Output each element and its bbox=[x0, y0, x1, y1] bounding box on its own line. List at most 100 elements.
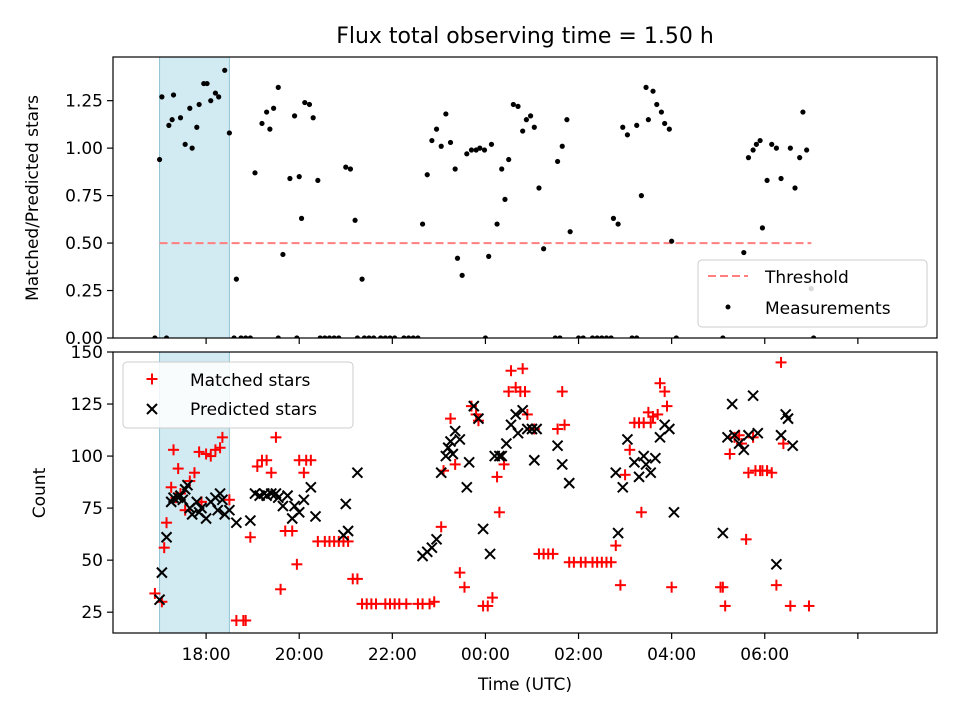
predicted-stars-point bbox=[728, 429, 741, 441]
measurement-point bbox=[401, 335, 407, 338]
measurement-point bbox=[564, 117, 570, 123]
predicted-stars-point-b bbox=[472, 412, 485, 425]
predicted-stars-point-b bbox=[521, 423, 534, 435]
bottom-legend-box bbox=[122, 361, 354, 429]
predicted-stars-point bbox=[526, 423, 538, 435]
measurement-point bbox=[317, 335, 323, 338]
predicted-stars-point-b bbox=[509, 408, 522, 421]
measurement-point bbox=[753, 141, 759, 147]
measurement-point bbox=[800, 109, 806, 115]
predicted-stars-point bbox=[181, 479, 194, 491]
predicted-stars-point bbox=[621, 433, 634, 446]
predicted-stars-point-b bbox=[638, 450, 650, 462]
measurement-point bbox=[187, 105, 193, 111]
measurement-point bbox=[554, 158, 561, 165]
predicted-stars-point bbox=[612, 527, 624, 539]
measurement-point bbox=[454, 255, 461, 261]
predicted-stars-point-b bbox=[440, 450, 452, 462]
bottom-x-tick-label: 02:00 bbox=[554, 645, 603, 665]
predicted-stars-point bbox=[230, 516, 243, 529]
predicted-stars-point-b bbox=[181, 479, 194, 491]
predicted-stars-point-b bbox=[654, 431, 666, 444]
matched-stars-point bbox=[193, 446, 205, 458]
measurement-point bbox=[552, 335, 558, 338]
matched-stars-point bbox=[458, 581, 470, 593]
matched-stars-point bbox=[244, 531, 256, 543]
predicted-stars-point bbox=[512, 427, 524, 439]
legend-threshold-label: Threshold bbox=[764, 268, 849, 288]
top-axes-frame bbox=[112, 56, 938, 339]
measurement-point bbox=[359, 276, 365, 282]
legend-x-marker-b bbox=[146, 403, 158, 415]
measurement-point bbox=[194, 124, 200, 130]
predicted-stars-point bbox=[463, 456, 475, 469]
predicted-stars-point-b bbox=[342, 525, 354, 537]
predicted-stars-point bbox=[447, 448, 459, 460]
predicted-stars-point-b bbox=[249, 487, 261, 500]
measurement-point bbox=[792, 185, 798, 191]
predicted-stars-point-b bbox=[505, 419, 517, 431]
measurement-point bbox=[366, 335, 372, 338]
predicted-stars-point bbox=[186, 508, 198, 521]
measurement-point bbox=[599, 335, 605, 338]
measurement-point bbox=[797, 155, 803, 161]
matched-stars-point bbox=[645, 417, 657, 429]
predicted-stars-point-b bbox=[435, 467, 447, 479]
matched-stars-point bbox=[766, 467, 778, 479]
matched-stars-point bbox=[519, 386, 531, 398]
measurement-point bbox=[392, 335, 398, 338]
predicted-stars-point bbox=[272, 491, 284, 504]
predicted-stars-point bbox=[644, 467, 657, 479]
measurement-point bbox=[557, 335, 563, 338]
predicted-stars-point-b bbox=[174, 489, 187, 502]
measurement-point bbox=[152, 335, 158, 338]
measurement-point bbox=[662, 120, 668, 127]
measurement-point bbox=[610, 215, 617, 221]
measurement-point bbox=[477, 145, 483, 151]
bottom-x-tick-label: 04:00 bbox=[647, 645, 696, 665]
predicted-stars-point-b bbox=[288, 500, 301, 512]
predicted-stars-point bbox=[738, 444, 750, 456]
measurement-point bbox=[629, 335, 635, 338]
predicted-stars-point-b bbox=[668, 506, 680, 518]
measurement-point bbox=[177, 115, 184, 121]
predicted-stars-point bbox=[449, 425, 461, 437]
predicted-stars-point bbox=[563, 477, 575, 489]
matched-stars-point bbox=[719, 600, 731, 612]
measurement-point bbox=[658, 109, 665, 115]
matched-stars-point bbox=[505, 365, 517, 377]
measurement-point bbox=[654, 101, 660, 108]
matched-stars-point bbox=[666, 581, 678, 593]
predicted-stars-point bbox=[617, 481, 629, 494]
figure-title: Flux total observing time = 1.50 h bbox=[336, 24, 714, 49]
measurement-point bbox=[502, 196, 508, 202]
matched-stars-point bbox=[149, 587, 161, 599]
predicted-stars-point-b bbox=[733, 437, 745, 450]
predicted-stars-point bbox=[786, 439, 799, 452]
top-y-tick-label: 1.00 bbox=[65, 139, 103, 159]
measurement-point bbox=[443, 111, 449, 117]
predicted-stars-point-b bbox=[721, 431, 734, 444]
measurement-point bbox=[515, 103, 521, 109]
predicted-stars-point-b bbox=[563, 477, 575, 489]
measurement-point bbox=[459, 272, 465, 278]
matched-stars-point bbox=[659, 386, 671, 398]
measurement-point bbox=[306, 101, 313, 108]
predicted-stars-point-b bbox=[461, 481, 473, 494]
measurement-point bbox=[212, 90, 219, 96]
predicted-stars-point-b bbox=[742, 429, 755, 441]
measurement-point bbox=[494, 221, 500, 227]
predicted-stars-point-b bbox=[728, 429, 741, 441]
predicted-stars-point bbox=[654, 431, 666, 444]
measurement-point bbox=[378, 335, 384, 338]
matched-stars-point bbox=[482, 600, 494, 612]
measurement-point bbox=[296, 174, 302, 180]
measurement-point bbox=[523, 117, 529, 123]
measurement-point bbox=[615, 221, 621, 227]
predicted-stars-point-b bbox=[782, 412, 794, 425]
predicted-stars-point-b bbox=[191, 496, 203, 508]
predicted-stars-point bbox=[752, 427, 764, 439]
matched-stars-point bbox=[770, 579, 782, 591]
predicted-stars-point-b bbox=[726, 398, 738, 410]
